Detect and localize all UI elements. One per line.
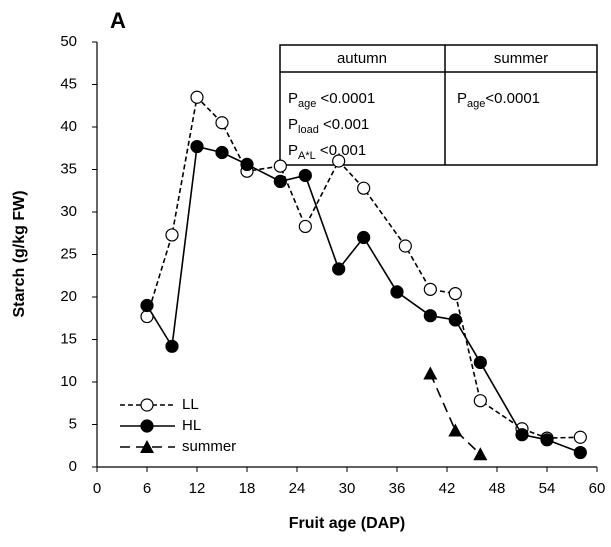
- chart-title: A: [110, 8, 126, 33]
- marker: [573, 445, 587, 460]
- marker: [423, 282, 437, 296]
- table-cell-part: <0.001: [319, 116, 369, 133]
- y-axis-label: Starch (g/kg FW): [11, 190, 28, 317]
- marker: [473, 394, 487, 408]
- x-tick-label: 12: [189, 480, 206, 497]
- x-tick-label: 54: [539, 480, 556, 497]
- x-tick-label: 18: [239, 480, 256, 497]
- y-tick-label: 20: [60, 288, 77, 305]
- marker: [273, 174, 287, 188]
- marker: [140, 419, 154, 433]
- stats-table: autumn summer: [279, 44, 598, 166]
- y-tick-label: 40: [60, 118, 77, 135]
- marker: [423, 309, 437, 323]
- y-tick-label: 0: [69, 458, 77, 475]
- marker: [190, 90, 204, 104]
- marker: [448, 423, 463, 437]
- x-tick-label: 24: [289, 480, 306, 497]
- marker: [140, 398, 154, 412]
- marker: [332, 154, 346, 168]
- series-line: [429, 373, 481, 455]
- x-tick-label: 30: [339, 480, 356, 497]
- table-header: autumn: [337, 50, 387, 67]
- marker: [398, 239, 412, 253]
- y-tick-label: 5: [69, 415, 77, 432]
- marker: [423, 366, 438, 380]
- legend-label: LL: [182, 396, 199, 413]
- marker: [357, 181, 371, 195]
- marker: [215, 145, 229, 160]
- x-tick-label: 6: [143, 480, 151, 497]
- y-tick-label: 35: [60, 160, 77, 177]
- marker: [298, 219, 312, 234]
- table-cell-part: P: [457, 90, 467, 107]
- marker: [357, 230, 371, 245]
- y-tick-label: 10: [60, 373, 77, 390]
- marker: [240, 157, 254, 171]
- marker: [273, 159, 287, 173]
- x-tick-label: 42: [439, 480, 456, 497]
- x-tick-label: 0: [93, 480, 101, 497]
- legend-label: HL: [182, 417, 201, 434]
- marker: [540, 433, 554, 447]
- legend: LL HL summer: [120, 396, 236, 455]
- legend-label: summer: [182, 438, 236, 455]
- y-tick-label: 25: [60, 245, 77, 262]
- series-line: [146, 95, 581, 439]
- marker: [515, 428, 529, 442]
- table-cell: Page<0.0001: [457, 90, 540, 110]
- y-tick-label: 45: [60, 75, 77, 92]
- y-tick-label: 30: [60, 203, 77, 220]
- table-frame: [279, 44, 598, 166]
- table-cell-part: <0.0001: [485, 90, 540, 107]
- marker: [140, 298, 154, 313]
- table-cell-part: P: [288, 116, 298, 133]
- table-cell: Page <0.0001: [288, 90, 375, 110]
- table-cell-part: <0.001: [316, 142, 366, 159]
- marker: [190, 139, 204, 154]
- table-cell-part: age: [467, 98, 485, 110]
- marker: [165, 228, 179, 242]
- table-cell: Pload <0.001: [288, 116, 369, 136]
- marker: [448, 287, 462, 301]
- x-axis-label: Fruit age (DAP): [289, 515, 405, 532]
- x-tick-label: 48: [489, 480, 506, 497]
- table-cell-part: load: [298, 124, 319, 136]
- table-cell-part: <0.0001: [316, 90, 375, 107]
- marker: [215, 116, 229, 130]
- marker: [390, 285, 404, 299]
- table-cell: PA*L <0.001: [288, 142, 366, 162]
- table-cell-part: P: [288, 90, 298, 107]
- table-cell-part: A*L: [298, 150, 316, 162]
- x-tick-label: 36: [389, 480, 406, 497]
- marker: [573, 430, 587, 444]
- marker: [473, 447, 488, 461]
- marker: [298, 168, 312, 183]
- marker: [473, 355, 487, 370]
- series-line: [146, 145, 581, 454]
- marker: [140, 440, 154, 453]
- y-tick-label: 15: [60, 330, 77, 347]
- marker: [332, 262, 346, 276]
- marker: [165, 339, 179, 353]
- table-cell-part: age: [298, 98, 316, 110]
- y-tick-label: 50: [60, 33, 77, 50]
- marker: [448, 313, 462, 327]
- x-tick-label: 60: [589, 480, 606, 497]
- table-cell-part: P: [288, 142, 298, 159]
- table-header: summer: [494, 50, 548, 67]
